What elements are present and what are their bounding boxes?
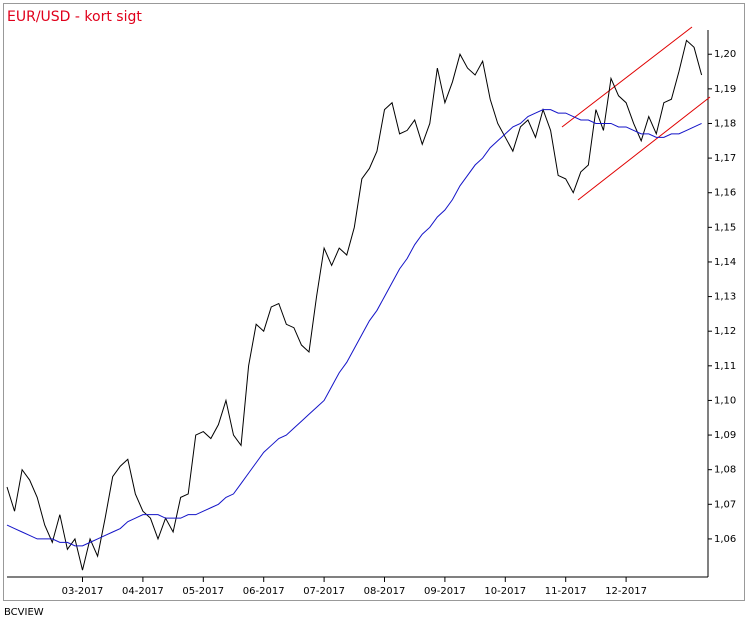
x-tick-label: 12-2017 (605, 586, 647, 597)
x-tick-label: 03-2017 (62, 586, 104, 597)
x-tick-label: 08-2017 (364, 586, 406, 597)
y-tick-label: 1,06 (714, 534, 736, 545)
y-tick-label: 1,17 (714, 153, 736, 164)
y-tick-label: 1,19 (714, 84, 736, 95)
y-tick-label: 1,16 (714, 188, 736, 199)
x-tick-label: 06-2017 (243, 586, 285, 597)
y-tick-label: 1,15 (714, 222, 736, 233)
y-tick-label: 1,18 (714, 118, 736, 129)
frame (3, 3, 745, 601)
line-series (6, 109, 702, 547)
y-tick-label: 1,10 (714, 395, 736, 406)
x-tick-label: 05-2017 (182, 586, 224, 597)
x-tick-label: 11-2017 (545, 586, 587, 597)
trend-line (561, 26, 693, 128)
chart-title: EUR/USD - kort sigt (7, 9, 142, 25)
y-tick-label: 1,07 (714, 499, 736, 510)
x-tick-label: 07-2017 (303, 586, 345, 597)
x-tick-label: 04-2017 (122, 586, 164, 597)
x-tick-label: 10-2017 (484, 586, 526, 597)
trend-line (577, 96, 711, 201)
x-tick-label: 09-2017 (424, 586, 466, 597)
y-tick-label: 1,20 (714, 49, 736, 60)
source: BCVIEW (4, 607, 44, 618)
y-tick-label: 1,11 (714, 361, 736, 372)
y-tick-label: 1,13 (714, 292, 736, 303)
y-tick-label: 1,08 (714, 465, 736, 476)
y-tick-label: 1,14 (714, 257, 736, 268)
line-series (6, 39, 703, 571)
y-tick-label: 1,12 (714, 326, 736, 337)
y-tick-label: 1,09 (714, 430, 736, 441)
